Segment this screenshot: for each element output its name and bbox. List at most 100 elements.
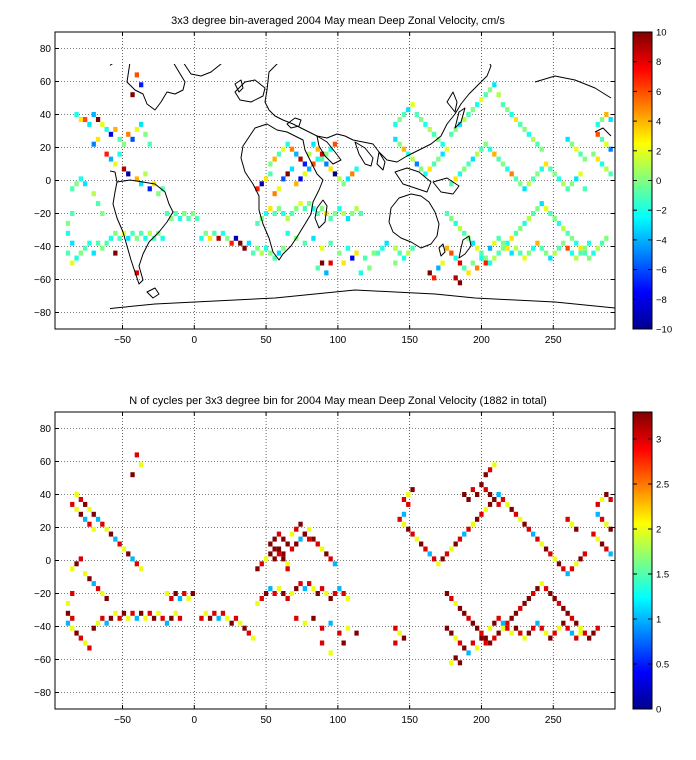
bottom-bin-cell — [139, 462, 144, 468]
top-bin-cell — [393, 121, 398, 127]
bottom-bin-cell — [169, 596, 174, 601]
bottom-bin-cell — [74, 506, 79, 512]
bottom-bin-cell — [569, 521, 575, 527]
top-bin-cell — [324, 151, 329, 157]
bottom-bin-cell — [410, 531, 415, 537]
top-bin-cell — [298, 201, 303, 207]
top-bin-cell — [509, 250, 514, 256]
bottom-bin-cell — [582, 551, 587, 557]
bottom-bin-cell — [565, 610, 570, 616]
bottom-bin-cell — [177, 596, 183, 601]
top-bin-cell — [565, 186, 570, 192]
top-bin-cell — [74, 181, 79, 187]
top-bin-cell — [182, 211, 187, 216]
top-bin-cell — [599, 161, 605, 167]
top-bin-cell — [565, 136, 570, 142]
bottom-bin-cell — [259, 596, 264, 601]
top-xtick-label: 150 — [401, 335, 418, 346]
top-bin-cell — [500, 161, 506, 167]
bottom-bin-cell — [483, 472, 488, 478]
top-bin-cell — [505, 240, 510, 246]
top-plot-area: −50 0 50 100 150 200 250 −80 −60 −40 −20 0 20 40 60 80 — [34, 31, 616, 346]
top-bin-cell — [328, 216, 333, 221]
top-bin-cell — [285, 230, 290, 236]
top-bin-cell — [95, 117, 101, 122]
top-bin-cell — [354, 250, 359, 256]
bottom-bin-cell — [569, 566, 575, 572]
top-bin-cell — [212, 230, 217, 236]
bottom-bin-cell — [139, 566, 144, 572]
top-bin-cell — [453, 126, 458, 132]
bottom-bin-cell — [319, 625, 325, 631]
top-bin-cell — [117, 136, 122, 142]
top-bin-cell — [78, 250, 83, 256]
top-bin-cell — [599, 136, 605, 142]
bottom-bin-cell — [70, 615, 75, 621]
top-bin-cell — [393, 245, 398, 251]
top-bin-cell — [186, 216, 191, 221]
top-bin-cell — [500, 245, 506, 251]
bottom-bin-cell — [87, 576, 92, 582]
top-bin-cell — [569, 250, 575, 256]
top-bin-cell — [332, 211, 338, 216]
bottom-bin-cell — [70, 591, 75, 596]
bottom-bin-cell — [539, 581, 544, 587]
bottom-bin-cell — [156, 610, 161, 616]
top-bin-cell — [436, 156, 441, 162]
bottom-bin-cell — [268, 551, 273, 557]
top-bin-cell — [496, 235, 501, 241]
top-ytick-label: −20 — [34, 209, 51, 220]
top-bin-cell — [332, 171, 338, 177]
top-bin-cell — [199, 235, 204, 241]
bottom-bin-cell — [328, 620, 333, 626]
top-bin-cell — [505, 107, 510, 113]
bottom-bin-cell — [470, 487, 475, 493]
bottom-bin-cell — [113, 610, 118, 616]
top-bin-cell — [108, 131, 114, 137]
top-bin-cell — [195, 216, 200, 221]
top-ytick-label: −60 — [34, 275, 51, 286]
bottom-ytick-label: 20 — [40, 523, 52, 534]
top-bin-cell — [177, 216, 183, 221]
bottom-colorbar-gradient — [632, 411, 653, 710]
top-bin-cell — [513, 176, 519, 182]
bottom-bin-cell — [251, 635, 256, 641]
top-bin-cell — [397, 141, 402, 147]
bottom-bin-cell — [479, 511, 484, 517]
bottom-bin-cell — [302, 620, 307, 626]
top-bin-cell — [363, 255, 368, 261]
bottom-bin-cell — [83, 571, 88, 577]
bottom-bin-cell — [147, 610, 152, 616]
top-bin-cell — [233, 235, 239, 241]
top-bin-cell — [427, 166, 432, 172]
top-bin-cell — [595, 131, 600, 137]
bottom-bin-cell — [65, 600, 71, 606]
top-bin-cell — [608, 146, 613, 152]
top-bin-cell — [513, 245, 519, 251]
top-bin-cell — [255, 245, 260, 251]
bottom-bin-cell — [169, 615, 174, 621]
bottom-bin-cell — [608, 526, 613, 532]
top-bin-cell — [578, 151, 583, 157]
bottom-bin-cell — [406, 501, 411, 507]
bottom-bin-cell — [281, 591, 286, 596]
bottom-bin-cell — [268, 586, 273, 592]
top-bin-cell — [143, 131, 148, 137]
bottom-bin-cell — [294, 615, 299, 621]
bottom-bin-cell — [453, 600, 458, 606]
top-bin-cell — [518, 225, 523, 231]
bottom-bin-cell — [199, 615, 204, 621]
top-bin-cell — [108, 156, 114, 162]
top-bin-cell — [281, 245, 286, 251]
top-bin-cell — [556, 176, 562, 182]
top-bin-cell — [595, 121, 600, 127]
top-bin-cell — [565, 245, 570, 251]
top-bin-cell — [427, 126, 432, 132]
bottom-bin-cell — [444, 551, 450, 557]
bottom-bin-cell — [599, 541, 605, 547]
top-bin-cell — [423, 121, 428, 127]
bottom-bin-cell — [436, 561, 441, 567]
top-bin-cell — [492, 82, 497, 88]
top-bin-cell — [393, 260, 398, 266]
top-bin-cell — [462, 230, 467, 236]
